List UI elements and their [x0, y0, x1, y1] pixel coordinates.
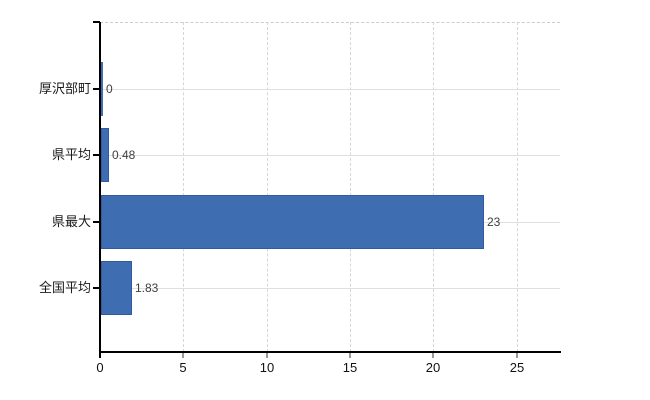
value-label: 0.48 [112, 148, 136, 162]
category-label: 厚沢部町 [38, 81, 91, 96]
plot-top-border [100, 22, 560, 23]
bar-0 [101, 62, 103, 116]
h-gridline [100, 89, 560, 90]
value-label: 1.83 [135, 281, 159, 295]
x-axis-tick [182, 353, 184, 358]
y-axis-tick [93, 287, 100, 289]
category-label: 県平均 [51, 147, 91, 162]
bar-3 [101, 261, 132, 315]
x-tick-label: 25 [509, 360, 525, 375]
x-tick-label: 20 [425, 360, 441, 375]
value-label: 0 [106, 82, 113, 96]
x-tick-label: 0 [96, 360, 104, 375]
h-gridline [100, 288, 560, 289]
x-tick-label: 10 [259, 360, 275, 375]
x-axis-line [99, 351, 561, 353]
v-gridline [350, 22, 351, 352]
y-axis-tick [93, 88, 100, 90]
y-axis-tick [93, 154, 100, 156]
bar-2 [101, 195, 484, 249]
v-gridline [433, 22, 434, 352]
x-axis-tick [349, 353, 351, 358]
y-axis-tick [93, 221, 100, 223]
x-tick-label: 15 [342, 360, 358, 375]
x-axis-tick [432, 353, 434, 358]
x-tick-label: 5 [179, 360, 187, 375]
v-gridline [183, 22, 184, 352]
v-gridline [267, 22, 268, 352]
category-label: 県最大 [51, 214, 91, 229]
h-gridline [100, 155, 560, 156]
bar-1 [101, 128, 109, 182]
y-axis-tick-top [93, 21, 100, 23]
x-axis-tick [99, 353, 101, 358]
v-gridline [517, 22, 518, 352]
x-axis-tick [266, 353, 268, 358]
x-axis-tick [516, 353, 518, 358]
category-label: 全国平均 [38, 280, 91, 295]
y-axis-line [99, 22, 101, 353]
value-label: 23 [487, 215, 501, 229]
